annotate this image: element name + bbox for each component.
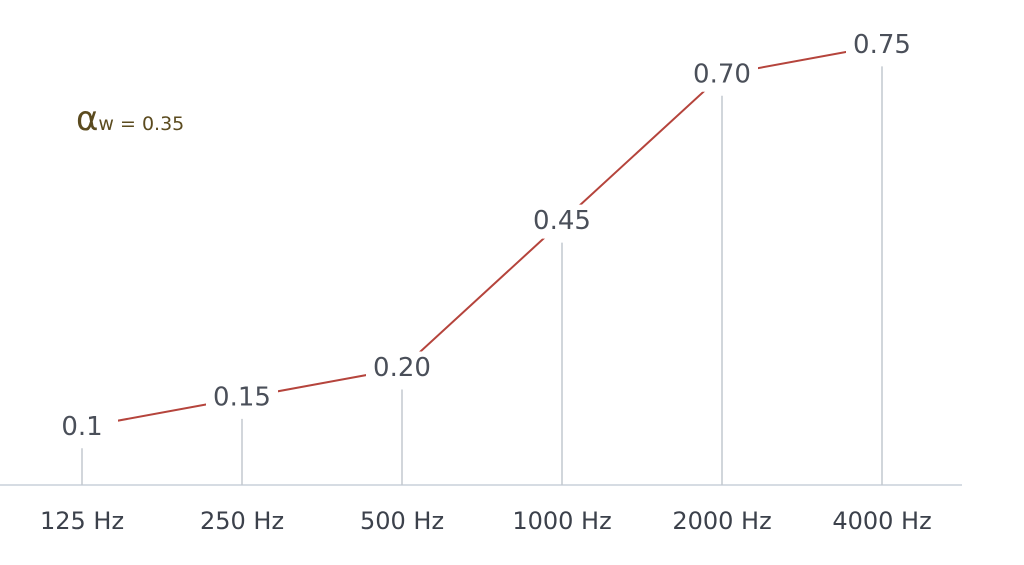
value-label: 0.1: [61, 412, 102, 442]
value-label: 0.70: [693, 59, 751, 89]
x-tick-label: 250 Hz: [200, 507, 284, 535]
x-tick-label: 2000 Hz: [672, 507, 771, 535]
data-line: [81, 44, 883, 429]
label-background: [46, 410, 118, 445]
x-tick-label: 4000 Hz: [832, 507, 931, 535]
x-tick-label: 125 Hz: [40, 507, 124, 535]
annotation: αw = 0.35: [76, 99, 184, 139]
value-label: 0.75: [853, 30, 911, 60]
label-background: [526, 204, 598, 239]
annotation-symbol: α: [76, 99, 98, 139]
label-background: [206, 380, 278, 415]
value-label: 0.15: [213, 382, 271, 412]
label-background: [366, 351, 438, 386]
x-tick-label: 500 Hz: [360, 507, 444, 535]
label-background: [686, 57, 758, 92]
x-tick-label: 1000 Hz: [512, 507, 611, 535]
annotation-text: w = 0.35: [98, 113, 184, 135]
label-background: [846, 28, 918, 63]
value-label: 0.20: [373, 353, 431, 383]
value-label: 0.45: [533, 206, 591, 236]
